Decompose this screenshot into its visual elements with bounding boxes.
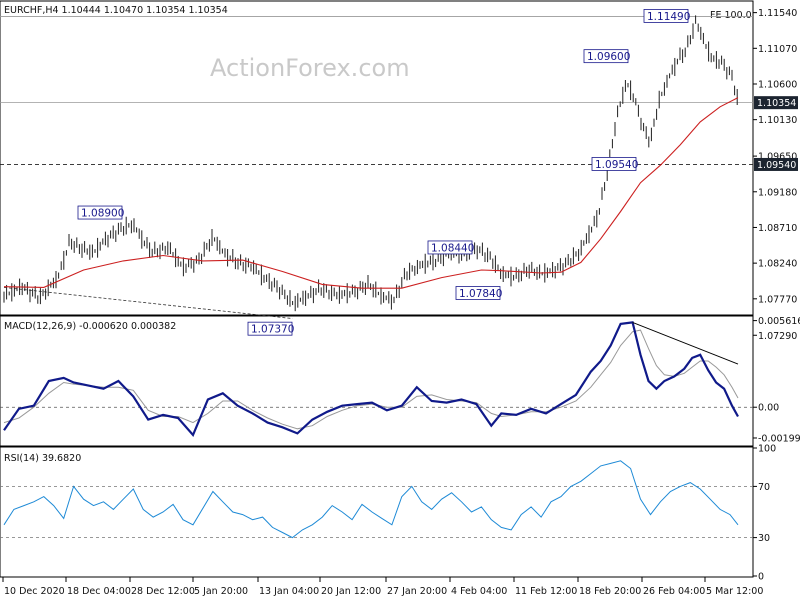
rsi-plot: 100 70 30 0 (0, 444, 776, 583)
price-axis-label: 1.08710 (758, 223, 797, 234)
rsi-title: RSI(14) 39.6820 (4, 453, 81, 464)
macd-line (3, 321, 739, 438)
price-axis-label: 1.11540 (758, 8, 797, 19)
x-axis-label: 20 Jan 12:00 (321, 586, 381, 597)
x-axis-label: 5 Jan 20:00 (194, 586, 248, 597)
moving-average-line (3, 97, 739, 289)
price-axis-label: 1.07770 (758, 294, 797, 305)
price-axis-label: 1.08240 (758, 259, 797, 270)
x-axis-label: 5 Mar 12:00 (706, 586, 763, 597)
annotation-label: 1.09600 (587, 51, 630, 63)
rsi-axis-label: 30 (758, 533, 770, 544)
macd-divergence-trendline (632, 321, 739, 365)
macd-signal-line (3, 329, 739, 430)
rsi-panel-frame (0, 446, 754, 578)
x-axis-label: 13 Jan 04:00 (259, 586, 319, 597)
annotation-box (455, 286, 501, 300)
macd-axis-label: 0.005616 (758, 316, 800, 327)
rsi-axis-label: 100 (758, 444, 776, 455)
x-axis-label: 11 Feb 12:00 (515, 586, 577, 597)
annotation-box (643, 9, 689, 23)
level-tag: 1.09540 (757, 160, 796, 171)
annotation-label: 1.09540 (595, 159, 638, 171)
macd-panel-frame (0, 315, 754, 447)
x-axis-label: 4 Feb 04:00 (451, 586, 507, 597)
annotation-label: 1.07370 (251, 324, 294, 336)
price-axis-label: 1.09180 (758, 187, 797, 198)
current-price-tag: 1.10354 (757, 98, 796, 109)
annotation-label: 1.07840 (459, 288, 502, 300)
rsi-line (3, 460, 739, 539)
macd-title: MACD(12,26,9) -0.000620 0.000382 (4, 321, 176, 332)
price-axis-label: 1.09650 (758, 152, 797, 163)
macd-plot: 0.005616 0.00 -0.001995 (0, 316, 800, 444)
x-axis-label: 28 Dec 12:00 (131, 586, 195, 597)
current-price-tag-bg (754, 96, 798, 110)
annotation-label: 1.08900 (81, 208, 124, 220)
price-axis-label: 1.10130 (758, 115, 797, 126)
x-axis-label: 18 Dec 04:00 (67, 586, 131, 597)
price-plot: 1.11540 1.11070 1.10600 1.10130 1.09650 1.091… (0, 8, 798, 342)
annotation-box (583, 49, 629, 64)
watermark: ActionForex.com (210, 54, 410, 82)
support-trendline (3, 287, 293, 319)
annotation-box (77, 205, 123, 220)
x-axis-label: 18 Feb 20:00 (579, 586, 641, 597)
x-axis-label: 26 Feb 04:00 (643, 586, 705, 597)
x-axis: 10 Dec 2020 18 Dec 04:00 28 Dec 12:00 5 Jan… (2, 577, 763, 597)
annotation-box (247, 321, 293, 336)
rsi-axis-label: 70 (758, 482, 770, 493)
macd-axis-label: -0.001995 (758, 433, 800, 444)
price-panel-frame (0, 0, 754, 316)
price-axis-label: 1.11070 (758, 44, 797, 55)
annotation-box (591, 157, 637, 171)
macd-axis-label: 0.00 (758, 403, 779, 414)
annotation-label: 1.08440 (431, 242, 474, 254)
price-axis-label: 1.07290 (758, 331, 797, 342)
annotation-box (427, 240, 473, 255)
price-axis-label: 1.10600 (758, 79, 797, 90)
rsi-axis-label: 0 (758, 572, 764, 583)
fib-label: FE 100.0 (710, 10, 752, 21)
level-tag-bg (754, 157, 798, 171)
x-axis-label: 10 Dec 2020 (4, 586, 65, 597)
symbol-header: EURCHF,H4 1.10444 1.10470 1.10354 1.1035… (4, 5, 228, 16)
annotation-label: 1.11490 (647, 11, 690, 23)
x-axis-label: 27 Jan 20:00 (387, 586, 447, 597)
